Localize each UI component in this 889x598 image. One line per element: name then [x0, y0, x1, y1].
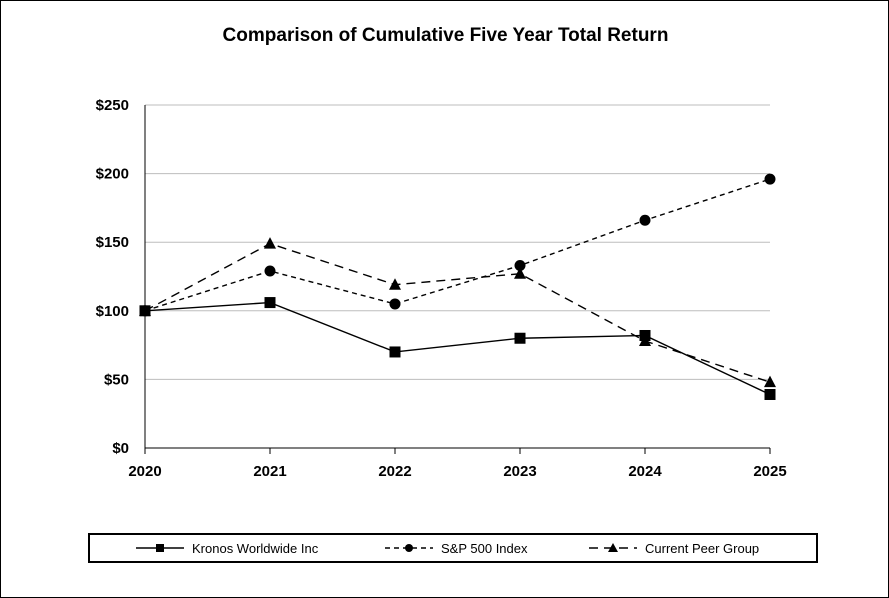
legend-label-sp500: S&P 500 Index: [441, 540, 528, 556]
data-point-sp500: [639, 214, 651, 226]
legend-item-peer-group: Current Peer Group: [587, 535, 759, 561]
data-point-peer-group: [139, 304, 151, 316]
y-tick-label: $50: [104, 371, 129, 388]
x-tick-label: 2021: [253, 463, 286, 480]
x-tick-label: 2023: [503, 463, 536, 480]
data-point-sp500: [514, 260, 526, 272]
data-point-sp500: [764, 173, 776, 185]
legend-label-peer-group: Current Peer Group: [645, 540, 760, 556]
legend-swatch-peer-group: [589, 543, 637, 552]
legend: Kronos Worldwide Inc S&P 500 Index Curre…: [88, 533, 818, 563]
legend-item-sp500: S&P 500 Index: [383, 535, 528, 561]
series-markers: [139, 173, 776, 400]
legend-label-kronos: Kronos Worldwide Inc: [192, 540, 319, 556]
y-tick-label: $250: [96, 97, 129, 114]
tick-labels: $0 $50 $100 $150 $200 $250 2020 2021 2022 2023 202…: [96, 97, 787, 480]
series-line-sp500: [144, 178, 771, 312]
data-point-kronos: [389, 346, 401, 358]
data-point-kronos: [514, 332, 526, 344]
legend-marker-square: [156, 544, 164, 552]
y-tick-label: $0: [112, 440, 129, 457]
x-tick-label: 2025: [753, 463, 786, 480]
series-lines: [144, 178, 771, 396]
series-line-peer-group: [144, 242, 771, 383]
y-tick-label: $200: [96, 166, 129, 183]
chart-title: Comparison of Cumulative Five Year Total…: [222, 25, 669, 46]
legend-swatch-sp500: [385, 544, 433, 552]
legend-marker-triangle: [608, 543, 618, 552]
x-tick-label: 2022: [378, 463, 411, 480]
series-line-kronos: [144, 301, 771, 396]
axes: [144, 105, 771, 454]
data-point-sp500: [389, 298, 401, 310]
data-point-peer-group: [264, 237, 276, 249]
y-tick-label: $150: [96, 234, 129, 251]
legend-marker-circle: [405, 544, 413, 552]
legend-swatch-kronos: [136, 544, 184, 552]
data-point-peer-group: [514, 267, 526, 279]
data-point-peer-group: [639, 334, 651, 346]
x-tick-label: 2020: [128, 463, 161, 480]
y-tick-label: $100: [96, 303, 129, 320]
data-point-kronos: [264, 297, 276, 309]
gridlines: [145, 104, 770, 380]
legend-item-kronos: Kronos Worldwide Inc: [134, 535, 318, 561]
x-tick-label: 2024: [628, 463, 662, 480]
data-point-peer-group: [764, 375, 776, 388]
data-point-kronos: [764, 388, 776, 400]
data-point-sp500: [264, 265, 276, 277]
data-point-peer-group: [389, 278, 401, 290]
